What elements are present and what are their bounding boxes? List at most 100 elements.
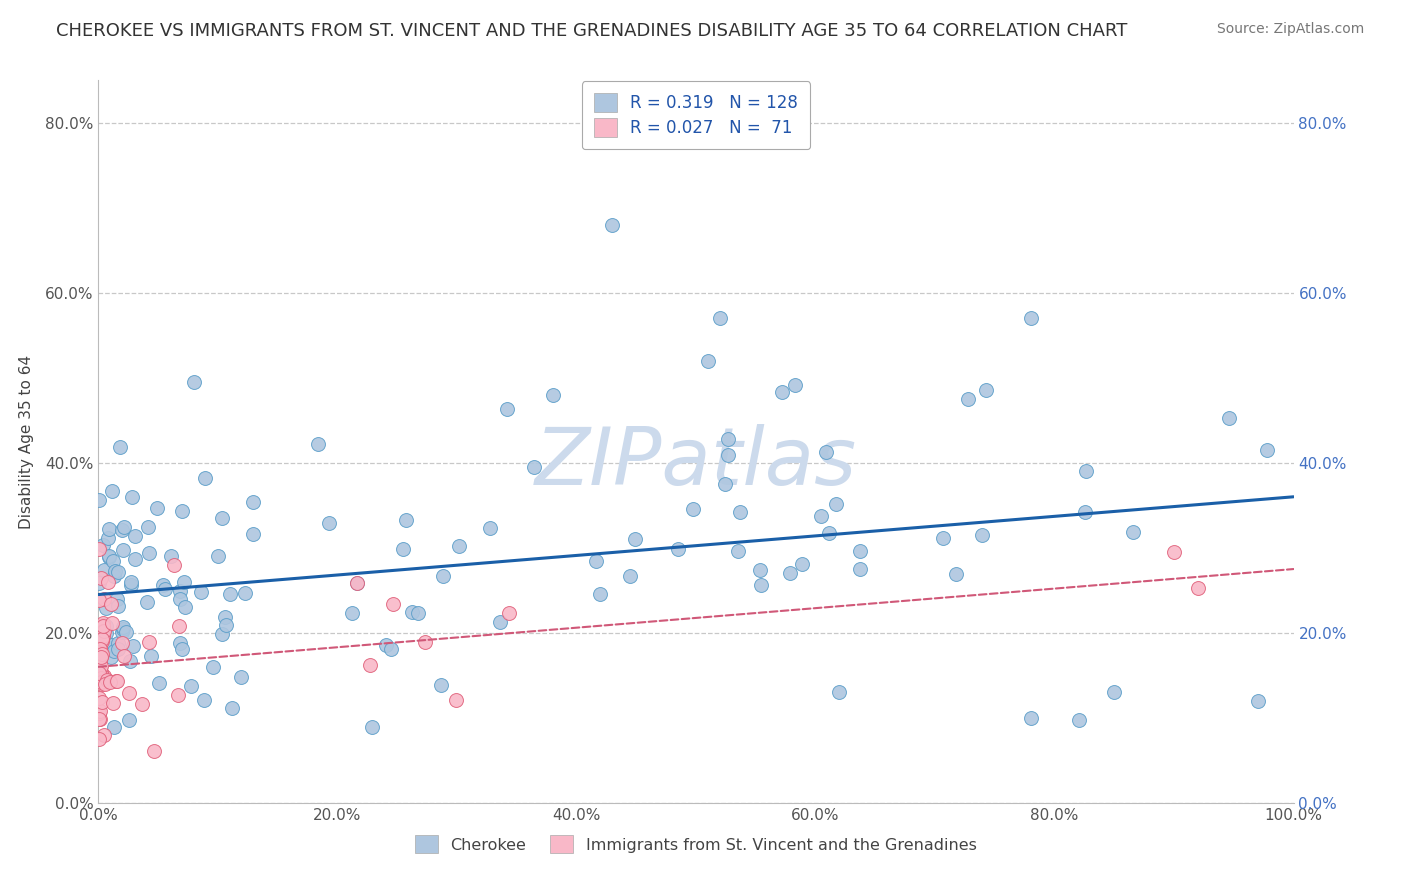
Point xyxy=(155,582,177,596)
Point xyxy=(96,618,118,632)
Point xyxy=(90,571,112,585)
Point xyxy=(89,656,111,670)
Point xyxy=(89,661,111,675)
Point xyxy=(104,674,127,689)
Point xyxy=(91,624,114,638)
Point xyxy=(382,597,405,611)
Point xyxy=(143,744,166,758)
Point xyxy=(111,622,134,636)
Point xyxy=(623,532,645,546)
Point xyxy=(429,678,451,692)
Point xyxy=(91,619,114,633)
Point xyxy=(233,586,256,600)
Point xyxy=(523,460,546,475)
Point xyxy=(163,558,186,572)
Point xyxy=(211,627,233,641)
Point xyxy=(1187,582,1209,596)
Point xyxy=(90,695,112,709)
Point xyxy=(211,511,233,525)
Point xyxy=(541,388,564,402)
Point xyxy=(89,653,111,667)
Point xyxy=(818,525,841,540)
Point xyxy=(172,504,194,518)
Point xyxy=(138,546,160,560)
Point xyxy=(779,566,801,581)
Point xyxy=(91,615,114,630)
Point xyxy=(749,578,772,592)
Point xyxy=(849,561,872,575)
Point xyxy=(307,437,329,451)
Point xyxy=(748,563,770,577)
Point xyxy=(201,660,224,674)
Point xyxy=(589,587,612,601)
Point xyxy=(91,538,114,552)
Point xyxy=(166,688,188,702)
Point xyxy=(90,643,112,657)
Point xyxy=(714,477,737,491)
Point xyxy=(585,554,607,568)
Point xyxy=(96,601,118,615)
Point xyxy=(136,519,159,533)
Point xyxy=(169,583,191,598)
Point xyxy=(89,658,111,673)
Point xyxy=(107,599,129,613)
Point xyxy=(115,625,138,640)
Point xyxy=(1019,311,1042,326)
Point xyxy=(93,669,115,683)
Text: Source: ZipAtlas.com: Source: ZipAtlas.com xyxy=(1216,22,1364,37)
Point xyxy=(89,493,111,508)
Point xyxy=(488,615,510,629)
Point xyxy=(87,673,110,687)
Point xyxy=(139,649,162,664)
Point xyxy=(825,497,848,511)
Point xyxy=(87,593,110,607)
Point xyxy=(131,697,153,711)
Point xyxy=(100,650,122,665)
Point xyxy=(1247,694,1270,708)
Point xyxy=(135,595,157,609)
Point xyxy=(98,675,121,690)
Point xyxy=(93,624,115,639)
Point xyxy=(697,353,720,368)
Point xyxy=(103,569,125,583)
Point xyxy=(218,587,240,601)
Point xyxy=(107,565,129,579)
Point xyxy=(87,657,110,671)
Point xyxy=(121,490,143,504)
Point xyxy=(89,640,111,655)
Point xyxy=(169,636,191,650)
Point xyxy=(495,402,517,417)
Point xyxy=(97,549,120,564)
Point xyxy=(207,549,229,564)
Legend: Cherokee, Immigrants from St. Vincent and the Grenadines: Cherokee, Immigrants from St. Vincent an… xyxy=(409,829,983,860)
Point xyxy=(413,634,436,648)
Point xyxy=(1074,505,1097,519)
Point xyxy=(101,638,124,652)
Point xyxy=(447,539,470,553)
Y-axis label: Disability Age 35 to 64: Disability Age 35 to 64 xyxy=(18,354,34,529)
Point xyxy=(93,591,115,606)
Point xyxy=(124,552,146,566)
Point xyxy=(90,658,112,673)
Point xyxy=(111,636,134,650)
Point xyxy=(172,641,194,656)
Point xyxy=(682,502,704,516)
Point xyxy=(90,646,112,660)
Point xyxy=(1122,525,1144,540)
Point xyxy=(391,541,413,556)
Point xyxy=(709,311,731,326)
Point xyxy=(90,648,112,662)
Point xyxy=(1218,411,1240,425)
Point xyxy=(810,509,832,524)
Point xyxy=(444,693,467,707)
Point xyxy=(193,471,215,485)
Point xyxy=(173,574,195,589)
Point xyxy=(346,575,368,590)
Point xyxy=(242,495,264,509)
Point xyxy=(146,500,169,515)
Point xyxy=(89,712,111,726)
Point xyxy=(94,677,117,691)
Point xyxy=(361,721,384,735)
Point xyxy=(107,635,129,649)
Point xyxy=(183,375,205,389)
